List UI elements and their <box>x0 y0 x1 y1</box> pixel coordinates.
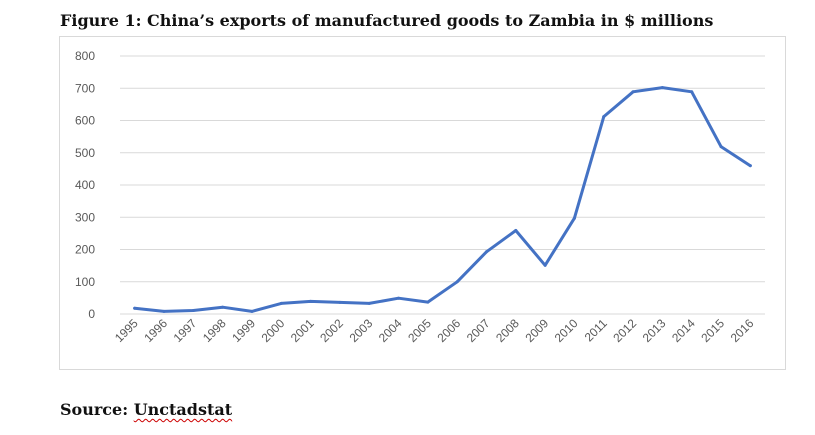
x-tick-label: 2015 <box>698 316 727 345</box>
data-point <box>690 90 694 94</box>
data-point <box>397 296 401 300</box>
x-tick-label: 2004 <box>376 316 405 345</box>
x-tick-label: 2000 <box>259 316 288 345</box>
chart-area: 0 100 200 300 400 500 600 700 800 1995 1996 1997 19… <box>59 36 786 370</box>
x-tick-label: 2001 <box>288 316 317 345</box>
y-tick-label: 100 <box>75 275 95 289</box>
y-tick-label: 600 <box>75 114 95 128</box>
data-point <box>221 305 225 309</box>
data-point <box>162 309 166 313</box>
x-tick-label: 2013 <box>640 316 669 345</box>
y-tick-label: 200 <box>75 243 95 257</box>
data-point <box>250 309 254 313</box>
x-tick-label: 2008 <box>493 316 522 345</box>
x-tick-label: 2012 <box>610 316 639 345</box>
series-line-0 <box>133 86 752 313</box>
source-note: Source: Unctadstat <box>60 400 232 419</box>
gridlines <box>120 55 765 315</box>
data-point <box>309 299 313 303</box>
x-tick-label: 2011 <box>582 316 610 344</box>
data-point <box>543 263 547 267</box>
data-point <box>572 216 576 220</box>
x-tick-label: 2010 <box>552 316 581 345</box>
y-tick-label: 800 <box>75 49 95 63</box>
data-point <box>426 300 430 304</box>
x-tick-label: 2007 <box>464 316 493 345</box>
x-tick-label: 2014 <box>669 316 698 345</box>
source-name: Unctadstat <box>133 400 233 419</box>
x-tick-label: 2016 <box>728 316 757 345</box>
source-label: Source: <box>60 400 129 419</box>
data-point <box>631 90 635 94</box>
y-tick-label: 400 <box>75 178 95 192</box>
data-point <box>133 306 137 310</box>
data-point <box>484 250 488 254</box>
series-group <box>133 86 752 313</box>
data-point <box>660 86 664 90</box>
x-tick-label: 1996 <box>141 316 170 345</box>
data-point <box>719 145 723 149</box>
data-point <box>367 301 371 305</box>
x-tick-label: 1995 <box>112 316 141 345</box>
x-axis-ticks: 1995 1996 1997 1998 1999 2000 2001 2002 2003 2004… <box>112 316 757 345</box>
x-tick-label: 2005 <box>405 316 434 345</box>
y-axis-ticks: 0 100 200 300 400 500 600 700 800 <box>75 49 95 321</box>
data-point <box>279 301 283 305</box>
data-point <box>191 308 195 312</box>
x-tick-label: 2002 <box>317 316 346 345</box>
x-tick-label: 2003 <box>347 316 376 345</box>
x-tick-label: 2006 <box>434 316 463 345</box>
data-point <box>748 164 752 168</box>
x-tick-label: 1998 <box>200 316 229 345</box>
figure-title: Figure 1: China’s exports of manufacture… <box>60 11 714 30</box>
x-tick-label: 1999 <box>229 316 258 345</box>
y-tick-label: 500 <box>75 146 95 160</box>
y-tick-label: 700 <box>75 81 95 95</box>
data-point <box>602 115 606 119</box>
data-point <box>338 300 342 304</box>
data-point <box>455 280 459 284</box>
y-tick-label: 300 <box>75 210 95 224</box>
data-point <box>514 228 518 232</box>
x-tick-label: 1997 <box>171 316 200 345</box>
y-tick-label: 0 <box>88 307 95 321</box>
x-tick-label: 2009 <box>522 316 551 345</box>
